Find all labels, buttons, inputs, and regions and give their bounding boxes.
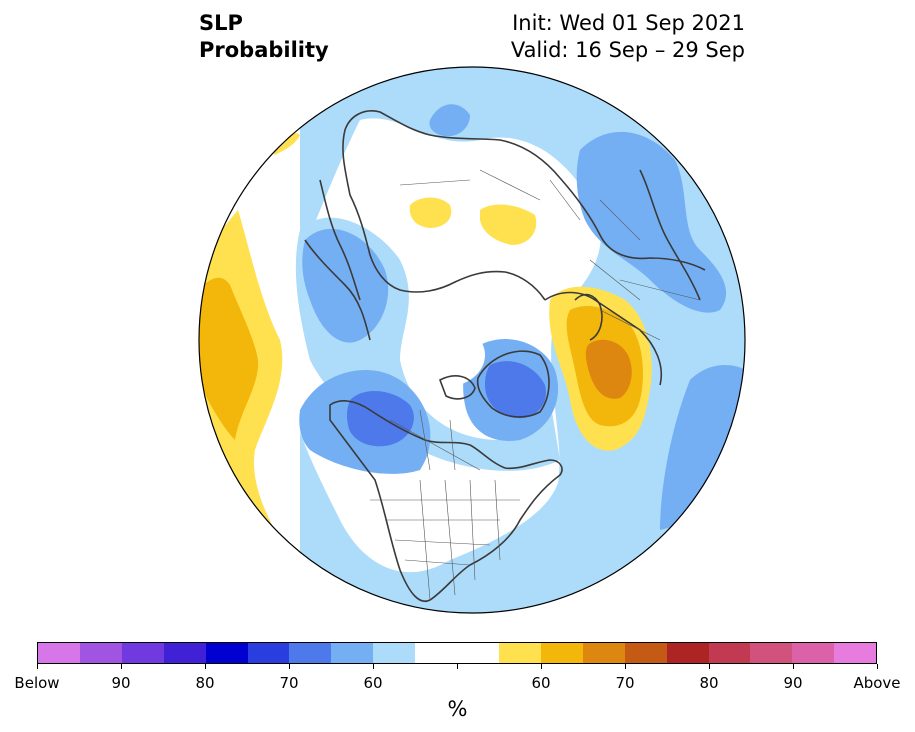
- colorbar-label: 70: [279, 674, 299, 692]
- field-white-pole: [405, 323, 485, 387]
- colorbar-segment: [498, 643, 541, 663]
- colorbar-segment: [331, 643, 374, 663]
- field-above-mid-west: [199, 277, 259, 440]
- colorbar-label: Below: [14, 674, 60, 692]
- colorbar-labels: Below 90 80 70 60 60 70 80 90 Above: [14, 674, 900, 694]
- colorbar-tick: [205, 664, 206, 669]
- colorbar-segment: [247, 643, 290, 663]
- colorbar-segment: [373, 643, 416, 663]
- colorbar-segment: [163, 643, 206, 663]
- colorbar-label: 80: [699, 674, 719, 692]
- title-line-2: Probability: [199, 38, 329, 62]
- colorbar-unit: %: [447, 697, 468, 721]
- eurasia-coast: [342, 110, 706, 386]
- globe-outline: [198, 66, 746, 614]
- canada-borders: [389, 409, 481, 471]
- colorbar-tick: [793, 664, 794, 669]
- field-below-dark-canada: [346, 390, 414, 447]
- colorbar: [37, 642, 877, 664]
- colorbar-segment: [582, 643, 625, 663]
- bering-coast: [304, 179, 371, 341]
- colorbar-segment: [415, 643, 458, 663]
- colorbar-label: 80: [195, 674, 215, 692]
- colorbar-label: Above: [853, 674, 901, 692]
- field-above-light-siberia-2: [480, 204, 537, 245]
- field-above-dark-europe: [585, 339, 632, 399]
- field-below-dark-greenland: [485, 361, 546, 419]
- colorbar-segment: [121, 643, 164, 663]
- colorbar-tick: [625, 664, 626, 669]
- field-below-light-se: [470, 430, 660, 610]
- probability-field: [199, 67, 745, 613]
- colorbar-tick: [121, 664, 122, 669]
- colorbar-segment: [457, 643, 499, 663]
- colorbar-tick: [373, 664, 374, 669]
- map-title: SLP Probability: [199, 10, 329, 64]
- colorbar-segment: [540, 643, 583, 663]
- political-borders: [370, 169, 701, 601]
- field-below-mid-asia: [576, 131, 727, 313]
- colorbar-tick: [541, 664, 542, 669]
- field-above-light-nw: [270, 133, 300, 155]
- colorbar-tick: [457, 664, 458, 669]
- colorbar-tick: [709, 664, 710, 669]
- colorbar-label: 90: [111, 674, 131, 692]
- eurasia-borders: [399, 169, 701, 341]
- us-state-borders: [370, 479, 520, 601]
- colorbar-segment: [792, 643, 835, 663]
- colorbar-segment: [79, 643, 122, 663]
- colorbar-label: 60: [363, 674, 383, 692]
- colorbar-tick: [37, 664, 38, 669]
- colorbar-tick: [877, 664, 878, 669]
- colorbar-segment: [750, 643, 793, 663]
- title-line-1: SLP: [199, 11, 243, 35]
- colorbar-label: 70: [615, 674, 635, 692]
- colorbar-segment: [289, 643, 332, 663]
- colorbar-segment: [624, 643, 667, 663]
- polar-map: [198, 66, 746, 614]
- colorbar-segment: [205, 643, 248, 663]
- colorbar-label: 60: [531, 674, 551, 692]
- colorbar-ticks: [37, 664, 878, 670]
- init-date: Init: Wed 01 Sep 2021: [512, 11, 745, 35]
- east-asia-coast: [639, 169, 701, 301]
- arctic-islands: [439, 375, 476, 400]
- colorbar-tick: [289, 664, 290, 669]
- init-valid-block: Init: Wed 01 Sep 2021 Valid: 16 Sep – 29…: [511, 10, 745, 64]
- colorbar-segment: [708, 643, 751, 663]
- field-below-mid-north: [429, 104, 470, 137]
- greenland-coast: [476, 350, 550, 418]
- colorbar-segment: [666, 643, 709, 663]
- scandinavia-coast: [574, 293, 603, 341]
- field-above-light-siberia-1: [409, 197, 452, 228]
- colorbar-segment: [834, 643, 877, 663]
- colorbar-segment: [38, 643, 80, 663]
- colorbar-label: 90: [783, 674, 803, 692]
- valid-range: Valid: 16 Sep – 29 Sep: [510, 38, 745, 62]
